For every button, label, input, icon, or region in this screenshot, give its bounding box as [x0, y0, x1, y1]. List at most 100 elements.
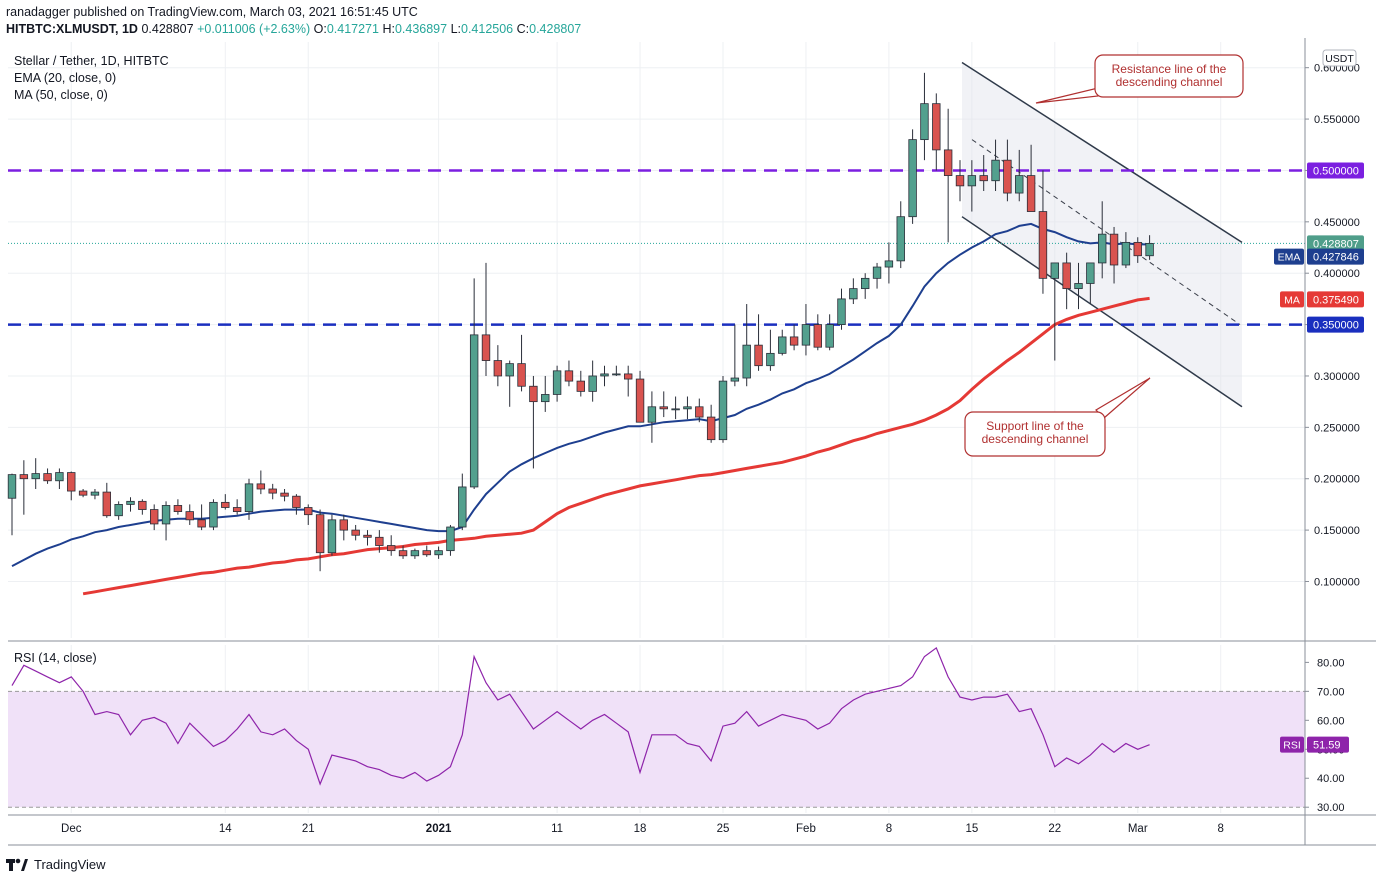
candle: [991, 139, 1000, 191]
candle: [778, 329, 787, 356]
candle-body: [90, 491, 100, 496]
support-callout-pointer: [1095, 377, 1151, 419]
candle-body: [197, 519, 206, 528]
rsi-pane: [8, 646, 1305, 808]
legend-ma[interactable]: MA (50, close, 0): [14, 88, 108, 102]
y-tick-label: 0.450000: [1314, 217, 1360, 229]
candle: [1109, 226, 1119, 284]
candle-body: [114, 504, 123, 517]
rsi-tick-label: 80.00: [1317, 657, 1345, 669]
symbol-ohlc-line: HITBTC:XLMUSDT, 1D 0.428807 +0.011006 (+…: [6, 22, 581, 36]
x-tick-label: 22: [1048, 823, 1061, 835]
candle-body: [1121, 241, 1131, 266]
candle-body: [161, 505, 171, 525]
level-050-label-box: [1307, 162, 1364, 179]
x-tick-label: Mar: [1128, 823, 1148, 835]
y-tick-label: 0.300000: [1314, 371, 1360, 383]
candle-body: [1086, 262, 1095, 284]
candle-body: [588, 375, 597, 392]
candle: [1145, 235, 1154, 260]
candle-body: [19, 474, 29, 480]
rsi-tag-text: RSI: [1283, 740, 1301, 752]
candle: [7, 473, 17, 536]
candle: [1015, 149, 1024, 202]
level-035-label-box: [1307, 316, 1364, 333]
candle: [671, 396, 680, 420]
ema-value-label-box: [1307, 248, 1364, 265]
rsi-value-text: 51.59: [1313, 740, 1341, 752]
candle: [173, 499, 183, 515]
candle-body: [754, 344, 763, 367]
candle: [422, 545, 431, 557]
candle: [600, 365, 609, 387]
tradingview-icon: [6, 858, 28, 871]
candle-body: [43, 473, 52, 482]
legend-title[interactable]: Stellar / Tether, 1D, HITBTC: [14, 54, 169, 68]
legend-rsi[interactable]: RSI (14, close): [14, 651, 97, 665]
candle: [1026, 144, 1036, 212]
candle-body: [778, 336, 787, 354]
grid: [8, 42, 1305, 813]
currency-badge: [1322, 49, 1357, 67]
high-label: H:: [382, 22, 395, 36]
candle-body: [375, 536, 384, 546]
candle: [766, 329, 775, 371]
candle: [576, 370, 585, 397]
y-tick-label: 0.250000: [1314, 422, 1360, 434]
candle-body: [422, 550, 431, 556]
candle: [932, 93, 941, 171]
candle: [813, 314, 822, 351]
last-price-label-text: 0.428807: [1313, 238, 1359, 250]
candle: [67, 471, 76, 501]
low-value: 0.412506: [461, 22, 514, 36]
candle-body: [647, 406, 657, 423]
tradingview-logo[interactable]: TradingView: [6, 856, 106, 872]
x-tick-label: 14: [219, 823, 232, 835]
candle-body: [1109, 233, 1119, 266]
candle: [280, 489, 289, 502]
candle: [90, 489, 100, 500]
candle-body: [576, 380, 585, 392]
candle: [825, 314, 834, 351]
candle-body: [221, 501, 230, 508]
candle-body: [659, 406, 668, 410]
x-tick-label: 25: [717, 823, 730, 835]
candle-body: [1074, 283, 1083, 290]
candle-body: [896, 216, 905, 262]
candle-body: [1026, 175, 1036, 212]
ma-tag-text: MA: [1284, 294, 1300, 306]
candle-body: [529, 385, 538, 403]
candle-body: [469, 334, 479, 488]
candle: [256, 470, 266, 495]
candle-body: [943, 149, 953, 176]
candle: [493, 345, 503, 387]
legend-ema[interactable]: EMA (20, close, 0): [14, 71, 117, 85]
candle-body: [315, 514, 325, 554]
ma-value-label-text: 0.375490: [1313, 294, 1359, 306]
candle: [635, 370, 645, 423]
candle-body: [126, 500, 135, 505]
candle: [149, 504, 159, 531]
ema-tag-text: EMA: [1278, 252, 1301, 264]
candle-body: [517, 363, 526, 387]
candle: [351, 524, 360, 541]
candle-body: [825, 324, 834, 348]
candle: [789, 324, 799, 351]
candle-body: [209, 501, 218, 528]
ema-value-label-text: 0.427846: [1313, 252, 1359, 264]
candle: [967, 160, 977, 212]
candle-body: [706, 416, 716, 441]
ma-value-label-box: [1307, 291, 1364, 308]
candle-body: [434, 550, 443, 556]
open-label: O:: [313, 22, 327, 36]
resistance-callout-text: Resistance line of the: [1112, 62, 1227, 76]
x-tick-label: 8: [886, 823, 892, 835]
candle-body: [67, 472, 76, 492]
candle: [849, 278, 858, 305]
candle: [31, 458, 40, 489]
candle: [304, 504, 313, 525]
candle-body: [256, 483, 266, 490]
candle-body: [955, 175, 965, 187]
candle: [469, 278, 479, 489]
candle-body: [1133, 241, 1142, 257]
